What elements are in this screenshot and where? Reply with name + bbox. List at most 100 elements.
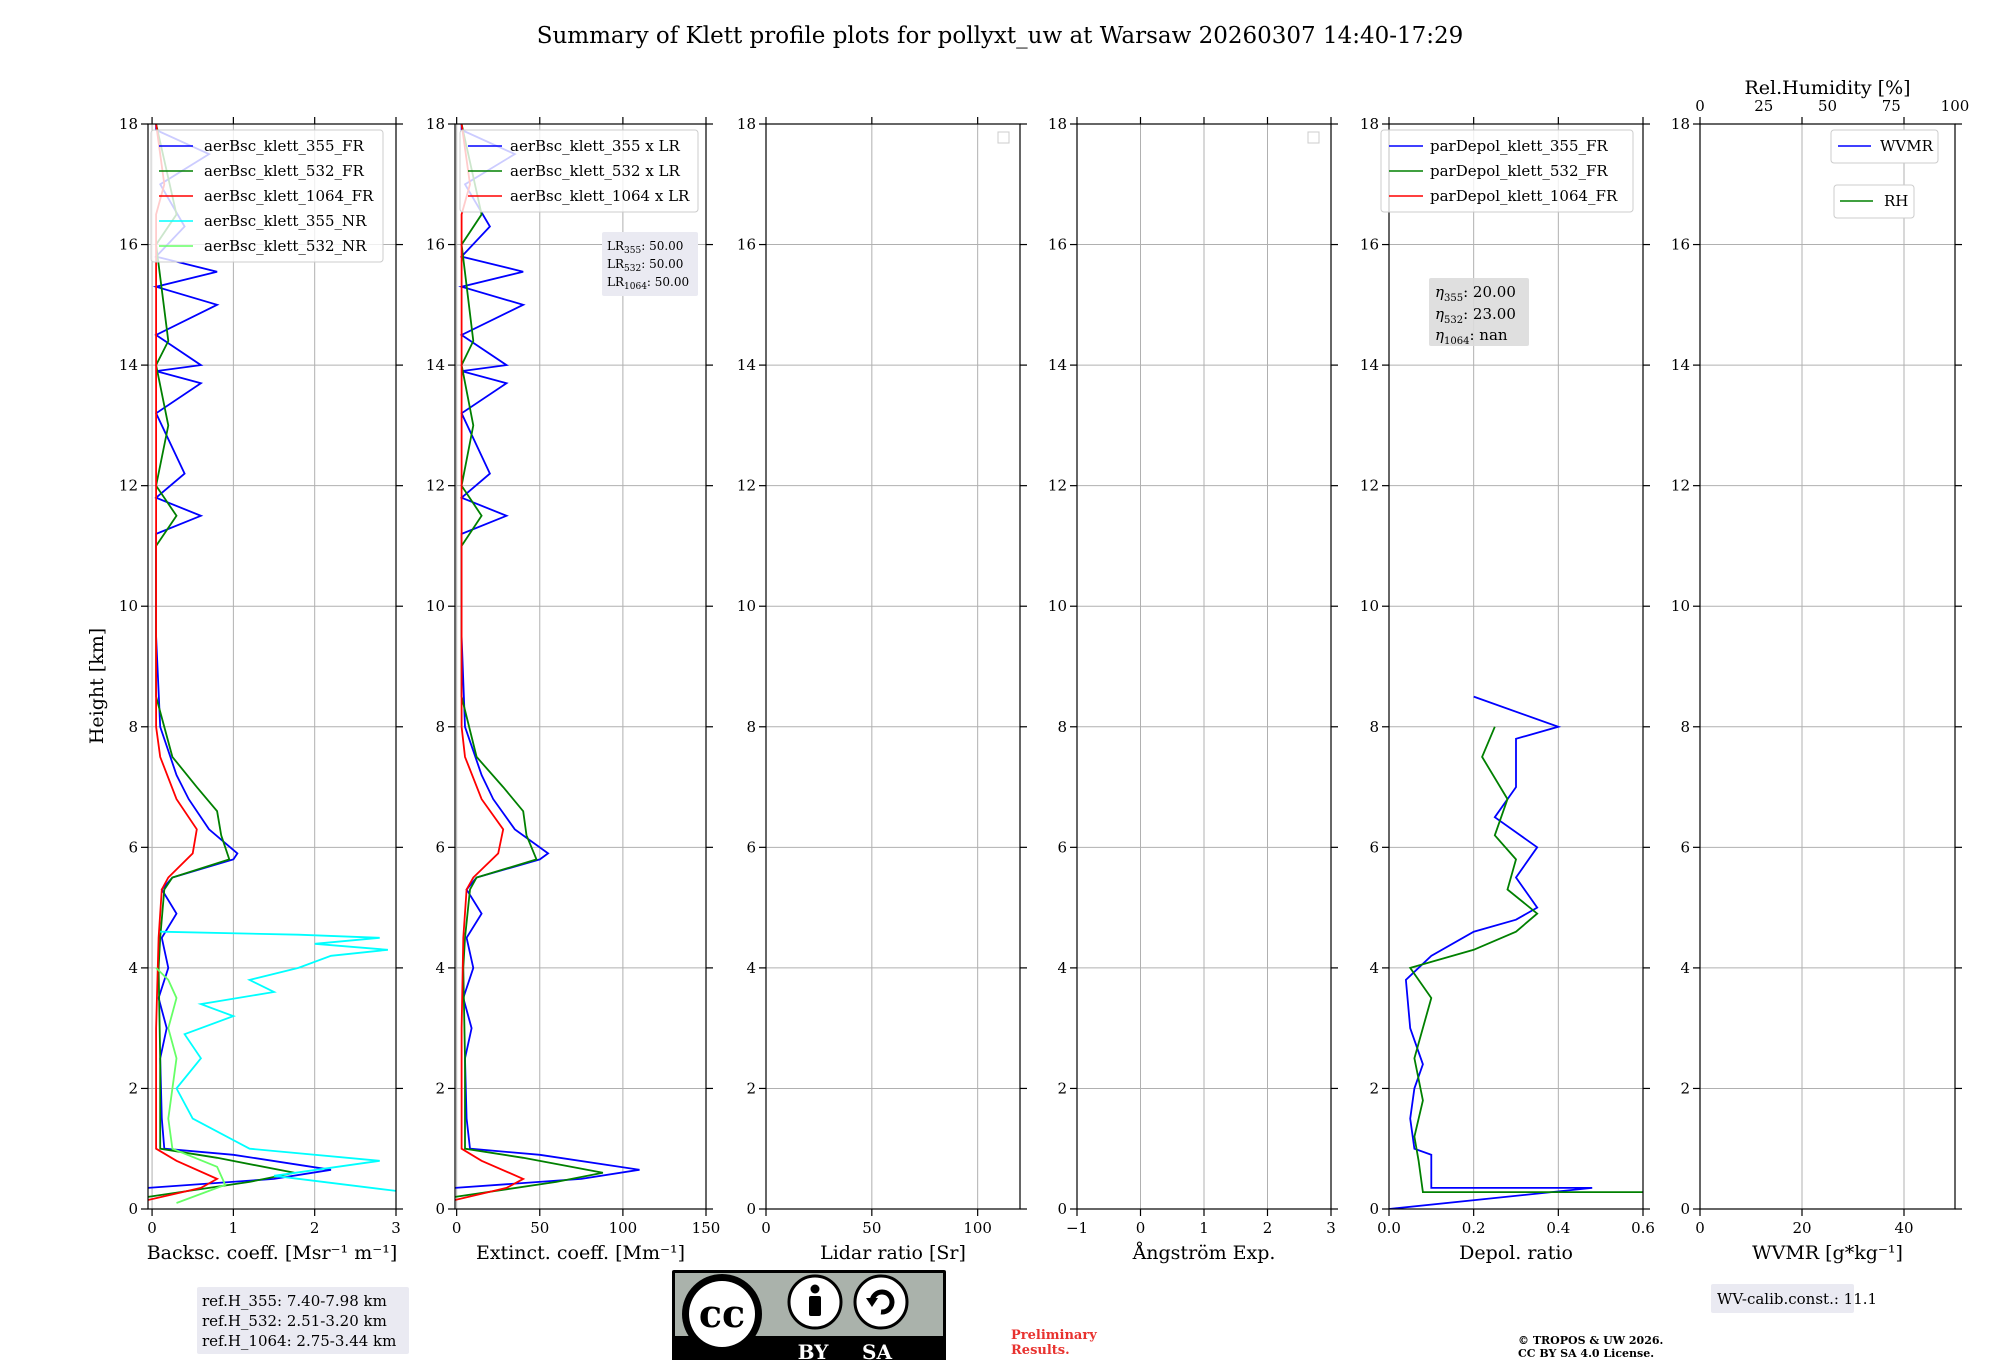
panel-lidar-ratio: 0 2 4 6 8 10 12 14 16 18 0 50 100 Lidar ratio [Sr]	[737, 115, 1027, 1264]
lr355-value: 50.00	[649, 239, 683, 253]
x-tick-label: 100	[609, 1219, 638, 1237]
legend-item: aerBsc_klett_532 x LR	[510, 162, 681, 180]
y-tick-label: 0	[1680, 1200, 1690, 1218]
x-tick-label: 0	[1695, 1219, 1705, 1237]
x-tick-label: 0.4	[1546, 1219, 1570, 1237]
x-tick-label: −1	[1066, 1219, 1088, 1237]
eta532-value: 23.00	[1473, 305, 1516, 323]
series-line-aerBsc_klett_1064_FR	[148, 124, 220, 1201]
axes-frame	[1076, 123, 1332, 1210]
panel-extinction: 0 2 4 6 8 10 12 14 16 18 0 50 100 150 Extinct. coeff. …	[426, 115, 720, 1264]
y-tick-label: 16	[737, 236, 756, 254]
license-by-label: BY	[798, 1340, 830, 1360]
x-tick-label: 150	[692, 1219, 721, 1237]
y-tick-label: 14	[1671, 356, 1690, 374]
empty-legend-box	[1307, 131, 1320, 144]
preliminary-note: Preliminary	[1011, 1328, 1097, 1343]
x-axis-label: WVMR [g*kg⁻¹]	[1752, 1242, 1903, 1264]
y-tick-label: 4	[435, 959, 445, 977]
y-tick-label: 12	[119, 477, 138, 495]
legend-item: parDepol_klett_1064_FR	[1430, 187, 1618, 205]
top-tick-label: 100	[1941, 97, 1970, 115]
y-tick-label: 6	[746, 838, 756, 856]
svg-text:η532: 23.00: η532: 23.00	[1435, 305, 1516, 326]
y-tick-label: 18	[1671, 115, 1690, 133]
ref-height-355: ref.H_355: 7.40-7.98 km	[202, 1292, 387, 1310]
y-tick-label: 14	[737, 356, 756, 374]
y-tick-label: 18	[1048, 115, 1067, 133]
license-sa-label: SA	[862, 1340, 892, 1360]
x-tick-label: 20	[1792, 1219, 1811, 1237]
series-line-aerBsc_klett_532 x LR	[455, 124, 604, 1198]
legend-item: aerBsc_klett_1064 x LR	[510, 187, 690, 205]
top-tick-label: 0	[1695, 97, 1705, 115]
y-tick-label: 8	[1680, 718, 1690, 736]
legend-item: parDepol_klett_355_FR	[1430, 137, 1608, 155]
y-tick-label: 16	[119, 236, 138, 254]
y-tick-label: 4	[746, 959, 756, 977]
preliminary-note: Results.	[1011, 1343, 1070, 1358]
legend-backscatter: aerBsc_klett_355_FR aerBsc_klett_532_FR …	[150, 129, 384, 263]
y-tick-label: 6	[435, 838, 445, 856]
empty-legend-box	[997, 131, 1010, 144]
y-tick-label: 10	[1048, 597, 1067, 615]
legend-item: parDepol_klett_532_FR	[1430, 162, 1608, 180]
eta-info-box: η355: 20.00 η532: 23.00 η1064: nan	[1429, 278, 1529, 347]
x-tick-label: 50	[530, 1219, 549, 1237]
y-tick-label: 0	[435, 1200, 445, 1218]
eta355-value: 20.00	[1473, 283, 1516, 301]
x-tick-label: 0.2	[1462, 1219, 1486, 1237]
y-tick-label: 0	[746, 1200, 756, 1218]
series-line-aerBsc_klett_355_NR	[160, 930, 396, 1192]
x-tick-label: 2	[310, 1219, 320, 1237]
y-tick-label: 14	[426, 356, 445, 374]
cc-license-badge: cc BY SA	[672, 1270, 946, 1360]
x-tick-label: 2	[1263, 1219, 1273, 1237]
y-tick-label: 4	[1057, 959, 1067, 977]
svg-text:η355: 20.00: η355: 20.00	[1435, 283, 1516, 304]
panel-depol: 0 2 4 6 8 10 12 14 16 18 0.0 0.2 0.4 0.6 Depol. ratio	[1360, 115, 1655, 1264]
legend-item: WVMR	[1880, 137, 1934, 155]
y-tick-label: 12	[1360, 477, 1379, 495]
y-tick-label: 8	[746, 718, 756, 736]
legend-item: aerBsc_klett_355 x LR	[510, 137, 681, 155]
x-axis-label: Depol. ratio	[1459, 1242, 1573, 1264]
y-tick-label: 8	[1369, 718, 1379, 736]
y-tick-label: 12	[737, 477, 756, 495]
x-tick-label: 1	[229, 1219, 239, 1237]
y-tick-label: 16	[1048, 236, 1067, 254]
svg-text:cc: cc	[699, 1291, 745, 1336]
y-tick-label: 18	[737, 115, 756, 133]
x-tick-label: 0.6	[1631, 1219, 1655, 1237]
x-tick-label: 0.0	[1377, 1219, 1401, 1237]
reference-heights-box: ref.H_355: 7.40-7.98 km ref.H_532: 2.51-…	[197, 1287, 409, 1354]
lidar-ratio-info-box: LR355: 50.00 LR532: 50.00 LR1064: 50.00	[602, 232, 698, 296]
y-tick-label: 6	[128, 838, 138, 856]
legend-item: aerBsc_klett_355_NR	[204, 212, 367, 230]
y-tick-label: 0	[1369, 1200, 1379, 1218]
y-tick-label: 2	[128, 1079, 138, 1097]
y-tick-label: 0	[1057, 1200, 1067, 1218]
y-tick-label: 10	[737, 597, 756, 615]
series-line-parDepol_klett_532_FR	[1408, 726, 1643, 1193]
y-tick-label: 2	[1369, 1079, 1379, 1097]
legend-item: aerBsc_klett_532_NR	[204, 237, 367, 255]
y-tick-label: 18	[1360, 115, 1379, 133]
y-tick-label: 6	[1369, 838, 1379, 856]
legend-item: aerBsc_klett_1064_FR	[204, 187, 374, 205]
x-tick-label: 3	[1326, 1219, 1336, 1237]
copyright-note: CC BY SA 4.0 License.	[1518, 1347, 1654, 1360]
y-tick-label: 2	[746, 1079, 756, 1097]
axes-frame	[1699, 123, 1956, 1210]
y-tick-label: 10	[1671, 597, 1690, 615]
y-tick-label: 6	[1680, 838, 1690, 856]
lr1064-value: 50.00	[655, 275, 689, 289]
y-tick-label: 4	[128, 959, 138, 977]
series-line-aerBsc_klett_532_NR	[155, 967, 227, 1204]
y-tick-label: 8	[435, 718, 445, 736]
y-axis-label: Height [km]	[86, 628, 108, 744]
axes-frame	[454, 123, 707, 1210]
x-axis-label: Ångström Exp.	[1132, 1242, 1276, 1264]
legend-extinction: aerBsc_klett_355 x LR aerBsc_klett_532 x…	[459, 129, 699, 213]
x-tick-label: 0	[1136, 1219, 1146, 1237]
